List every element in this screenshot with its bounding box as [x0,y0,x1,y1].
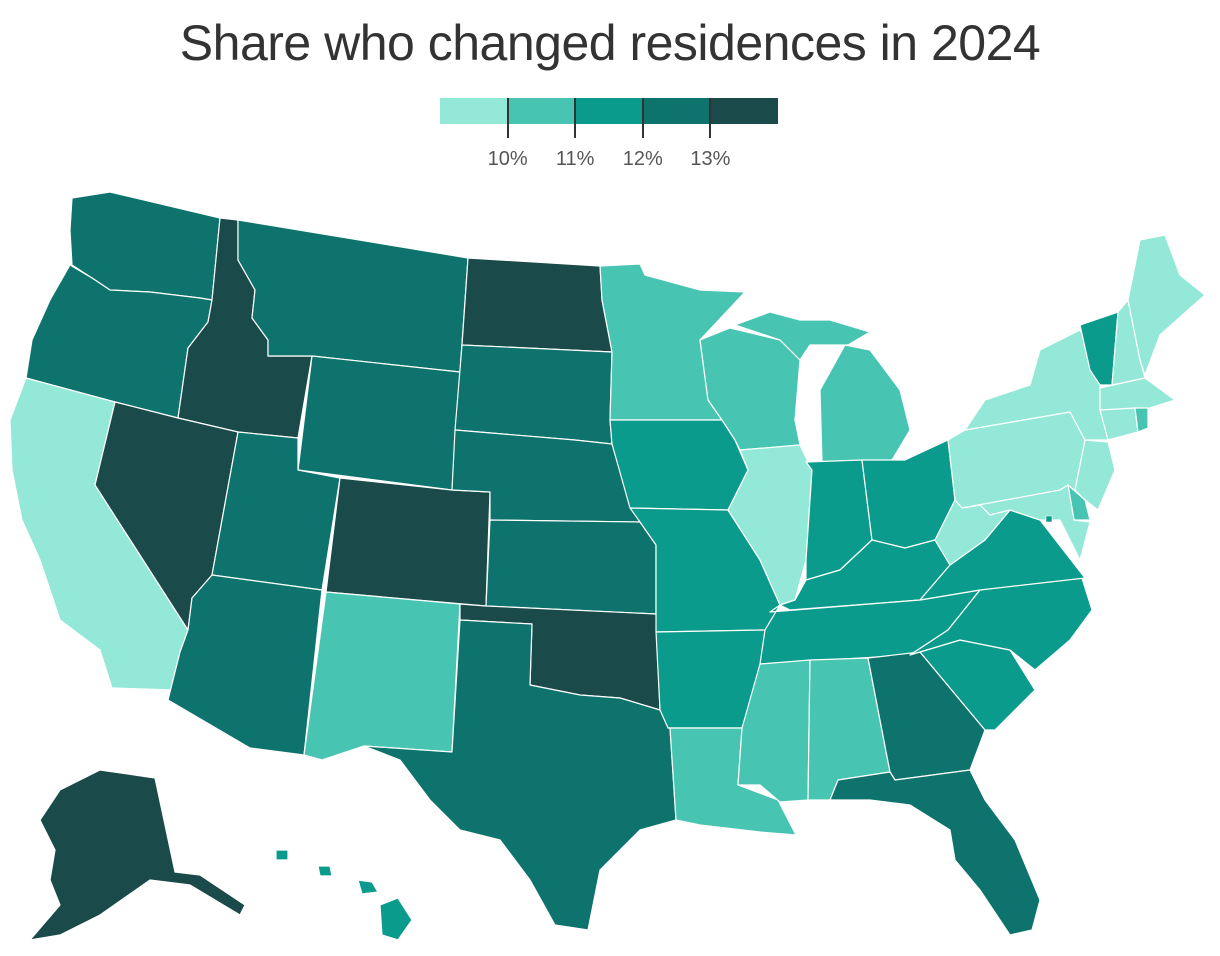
map-title: Share who changed residences in 2024 [179,15,1041,71]
legend-label-12: 12% [622,148,663,170]
state-hi-maui[interactable] [357,879,379,895]
state-dc[interactable] [1045,515,1053,523]
legend-swatch-0 [440,98,508,124]
state-ks[interactable] [485,519,657,615]
legend-tick-11 [574,98,577,138]
state-md[interactable] [961,484,1091,561]
state-wy[interactable] [297,355,461,491]
legend-tick-10 [506,98,509,138]
state-me[interactable] [1127,234,1206,376]
state-az[interactable] [167,574,323,756]
legend-label-11: 11% [555,148,595,170]
state-vt[interactable] [1079,311,1119,386]
state-nm[interactable] [303,591,461,761]
state-hi-kauai[interactable] [275,849,289,861]
state-fl[interactable] [829,769,1041,936]
state-ri[interactable] [1134,407,1149,433]
state-ma[interactable] [1099,377,1176,411]
legend-label-10: 10% [487,148,528,170]
legend-swatch-2 [575,98,643,124]
state-mi[interactable] [819,344,911,463]
legend-tick-12 [641,98,644,138]
state-mi-up[interactable] [734,311,871,361]
legend-swatch-1 [507,98,576,124]
legend-swatch-3 [642,98,711,124]
state-ak[interactable] [29,769,246,941]
state-nd[interactable] [461,257,613,353]
color-legend: 10% 11% 12% 13% [440,98,778,178]
state-mt[interactable] [237,219,469,373]
state-nj[interactable] [1074,439,1116,511]
state-co[interactable] [325,477,491,607]
state-nc[interactable] [909,571,1093,671]
state-tx[interactable] [363,619,677,931]
state-hi[interactable] [379,897,413,941]
legend-label-13: 13% [690,148,731,170]
legend-swatch-4 [710,98,778,124]
legend-swatch-row [440,98,778,124]
state-ia[interactable] [609,419,749,511]
state-hi-oahu[interactable] [317,865,333,877]
legend-tick-13 [709,98,712,138]
state-sd[interactable] [454,344,613,445]
